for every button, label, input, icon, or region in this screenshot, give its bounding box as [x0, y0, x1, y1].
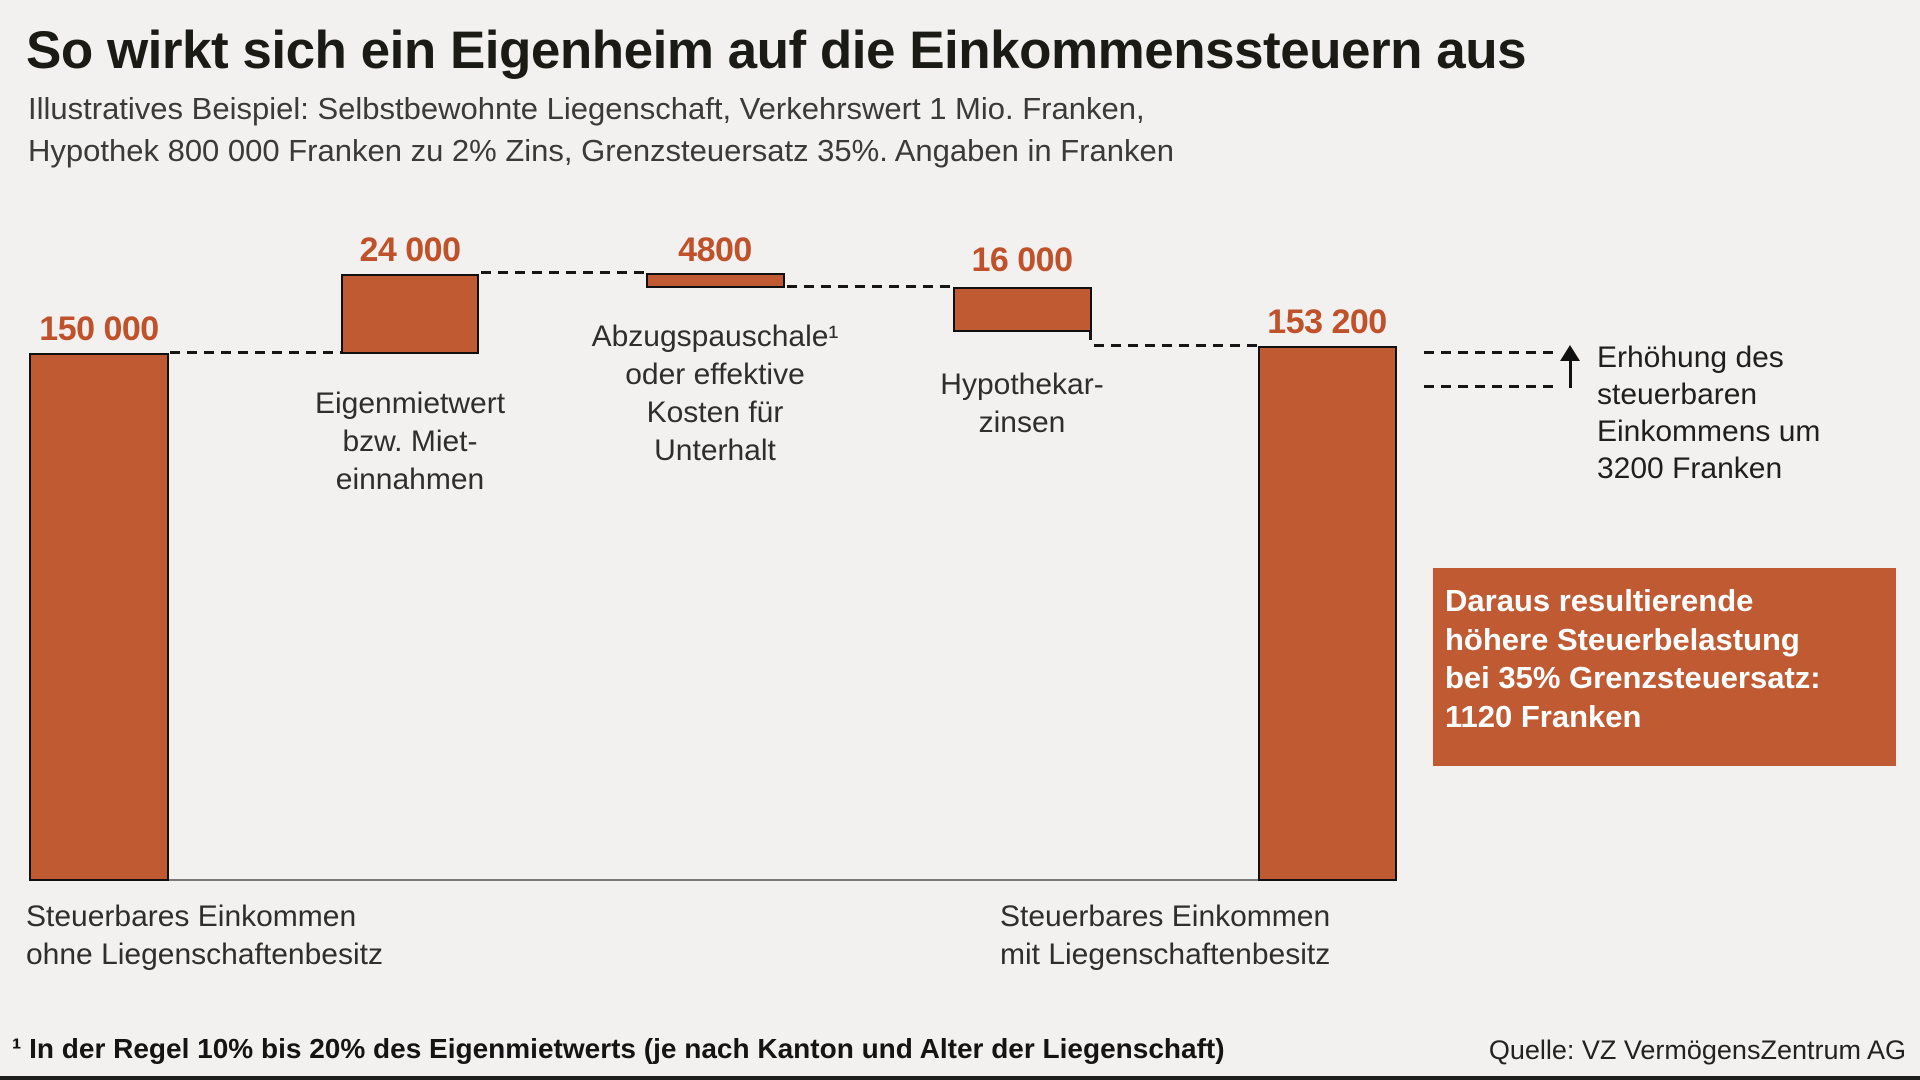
chart-baseline [29, 879, 1397, 881]
bar-hypothekarzinsen [953, 287, 1092, 332]
annotation-erhoehung-text: Erhöhung des steuerbaren Einkommens um 3… [1597, 341, 1821, 485]
connector-dash-169200-level [787, 285, 953, 288]
caption-hypothekarzinsen: Hypothekar- zinsen [940, 368, 1104, 439]
chart-subtitle: Illustratives Beispiel: Selbstbewohnte L… [28, 88, 1428, 172]
bottom-divider [0, 1076, 1920, 1080]
connector-dash-150000-level [170, 351, 341, 354]
arrow-up-head-icon [1560, 345, 1580, 361]
caption-eigenmietwert: Eigenmietwert bzw. Miet- einnahmen [314, 387, 506, 496]
value-label-24000: 24 000 [359, 231, 462, 269]
bar-steuerbares-einkommen-ohne [29, 353, 169, 881]
bar-abzugspauschale [646, 273, 785, 288]
value-label-150000: 150 000 [39, 310, 159, 348]
annotation-dash-lower [1424, 385, 1555, 388]
subtitle-line-1: Illustratives Beispiel: Selbstbewohnte L… [28, 91, 1145, 126]
subtitle-line-2: Hypothek 800 000 Franken zu 2% Zins, Gre… [28, 133, 1174, 168]
footnote-text: ¹ In der Regel 10% bis 20% des Eigenmiet… [12, 1033, 1225, 1064]
bar-steuerbares-einkommen-mit [1258, 346, 1397, 881]
tax-callout-box: Daraus resultierende höhere Steuerbelast… [1433, 568, 1896, 766]
caption-abzugspauschale: Abzugspauschale¹ oder effektive Kosten f… [591, 320, 839, 467]
value-label-16000: 16 000 [971, 241, 1074, 279]
connector-dash-step-down [1089, 331, 1092, 346]
connector-dash-174000-level [481, 271, 646, 274]
bar-eigenmietwert [341, 274, 479, 354]
source-credit: Quelle: VZ VermögensZentrum AG [1488, 1035, 1906, 1065]
caption-einkommen-ohne: Steuerbares Einkommen ohne Liegenschafte… [26, 900, 383, 971]
page-title: So wirkt sich ein Eigenheim auf die Eink… [26, 21, 1527, 80]
arrow-up-icon [1569, 359, 1572, 388]
value-label-153200: 153 200 [1267, 303, 1387, 341]
connector-dash-153200-level [1094, 344, 1258, 347]
caption-einkommen-mit: Steuerbares Einkommen mit Liegenschaften… [1000, 900, 1331, 971]
value-label-4800: 4800 [678, 231, 752, 269]
annotation-dash-upper [1424, 351, 1555, 354]
